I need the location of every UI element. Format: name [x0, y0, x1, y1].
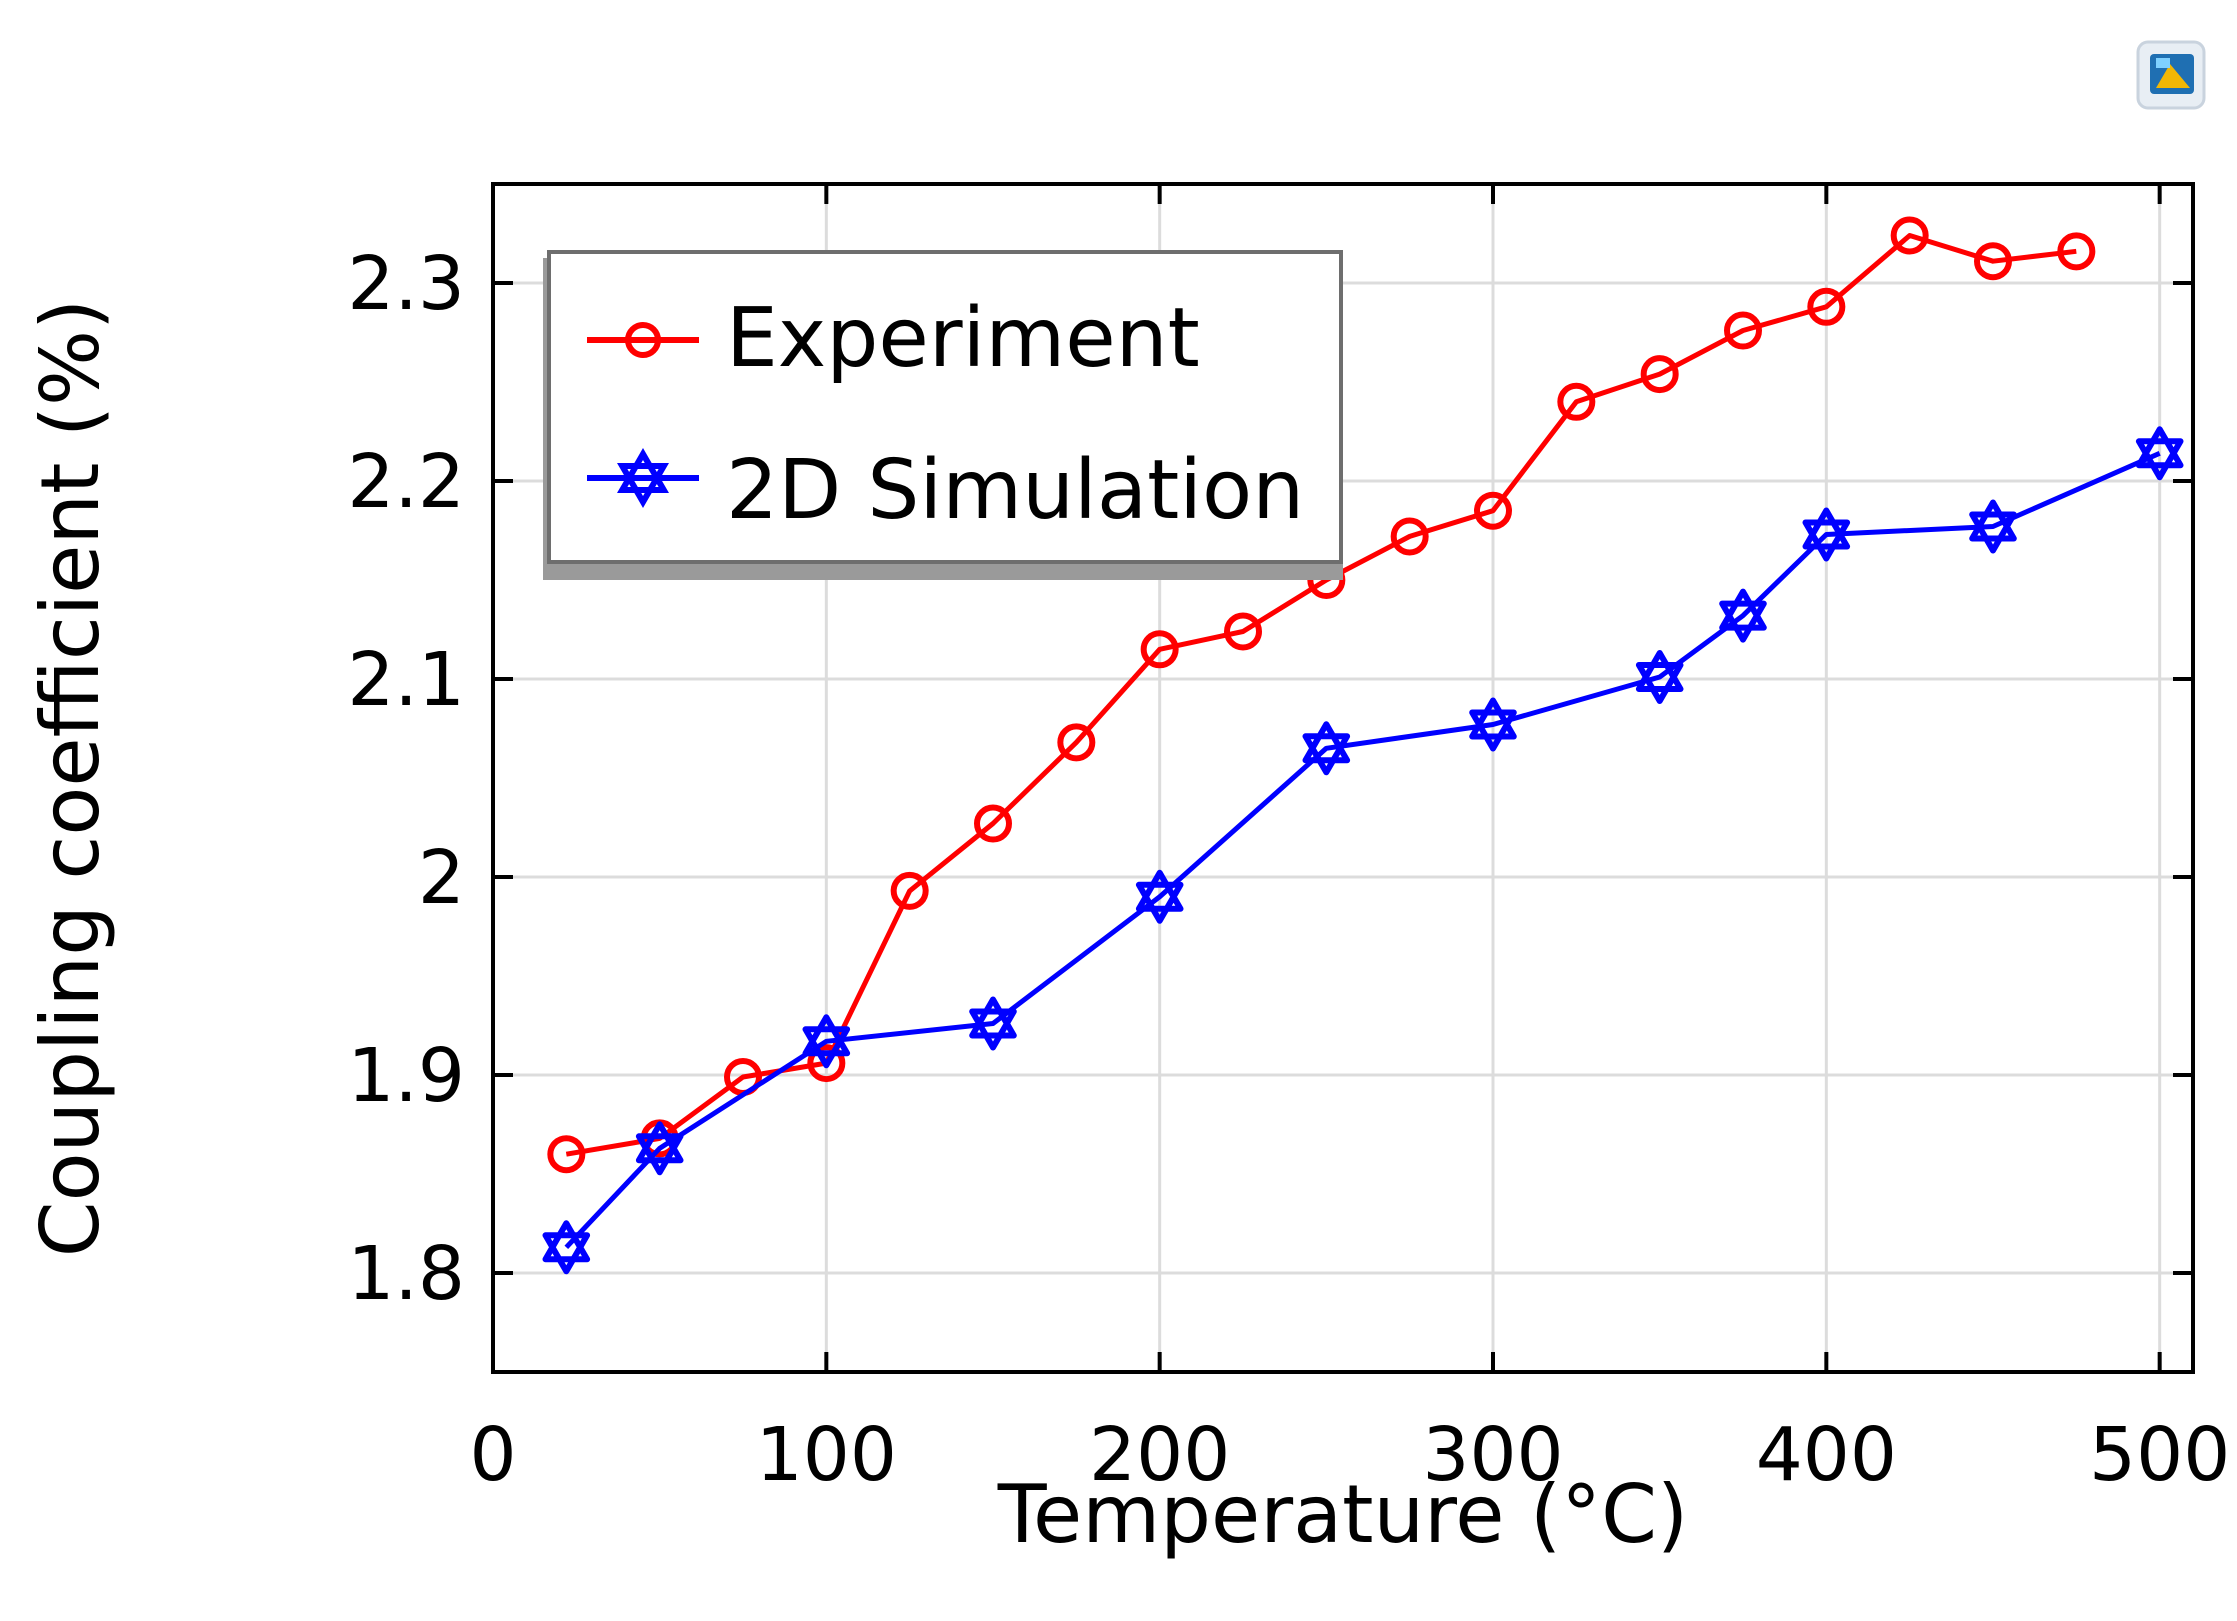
- y-tick-label: 1.9: [347, 1033, 465, 1119]
- axis-ticks: [491, 184, 2193, 1372]
- y-tick-label: 2.2: [347, 439, 465, 525]
- data-point-experiment: [1724, 311, 1762, 350]
- legend: Experiment 2D Simulation: [543, 250, 1343, 580]
- x-tick-labels: 0 100 200 300 400 500: [469, 1412, 2230, 1498]
- data-point-experiment: [1640, 355, 1679, 394]
- data-point-experiment: [974, 804, 1012, 843]
- data-point-2d-simulation: [969, 996, 1017, 1051]
- data-point-experiment: [890, 871, 929, 910]
- data-point-2d-simulation: [542, 1220, 591, 1275]
- x-axis-title: Temperature (°C): [997, 1468, 1688, 1561]
- data-point-experiment: [1474, 491, 1512, 530]
- data-point-experiment: [1057, 723, 1096, 762]
- x-tick-label: 400: [1756, 1412, 1897, 1498]
- data-point-experiment: [1224, 612, 1262, 651]
- y-tick-label: 2: [418, 835, 465, 921]
- data-point-2d-simulation: [802, 1014, 851, 1069]
- x-tick-label: 500: [2089, 1412, 2230, 1498]
- y-tick-label: 1.8: [347, 1231, 465, 1317]
- legend-marker-2d-simulation: [617, 448, 669, 508]
- legend-marker-experiment: [625, 322, 661, 358]
- data-point-2d-simulation: [2135, 426, 2184, 481]
- x-tick-label: 200: [1089, 1412, 1230, 1498]
- data-point-experiment: [547, 1135, 586, 1174]
- data-point-2d-simulation: [1302, 721, 1351, 776]
- data-point-experiment: [1974, 242, 2012, 281]
- legend-label-experiment: Experiment: [726, 291, 1200, 386]
- x-tick-label: 300: [1422, 1412, 1563, 1498]
- data-point-experiment: [1140, 630, 1179, 669]
- data-point-2d-simulation: [635, 1121, 684, 1176]
- data-point-experiment: [1890, 216, 1929, 255]
- data-point-experiment: [1390, 517, 1429, 556]
- data-point-experiment: [1557, 382, 1596, 421]
- data-point-2d-simulation: [1719, 588, 1767, 643]
- data-point-2d-simulation: [1135, 869, 1184, 924]
- data-point-2d-simulation: [1802, 507, 1851, 562]
- data-point-experiment: [2057, 232, 2096, 271]
- y-axis-title: Coupling coefficient (%): [24, 299, 117, 1258]
- y-tick-label: 2.1: [347, 637, 465, 723]
- x-tick-label: 0: [469, 1412, 516, 1498]
- app-logo-icon: [2136, 40, 2206, 110]
- data-point-2d-simulation: [1969, 499, 2017, 554]
- y-tick-labels: 1.8 1.9 2 2.1 2.2 2.3: [347, 241, 465, 1317]
- x-tick-label: 100: [756, 1412, 897, 1498]
- data-point-2d-simulation: [1635, 650, 1684, 704]
- data-point-2d-simulation: [1469, 697, 1517, 752]
- plot-area-frame: [491, 182, 2195, 1374]
- legend-label-2d-simulation: 2D Simulation: [726, 443, 1304, 538]
- data-point-experiment: [807, 1044, 846, 1083]
- data-point-experiment: [1807, 287, 1846, 326]
- y-tick-label: 2.3: [347, 241, 465, 327]
- series-line-2d-simulation: [564, 451, 2161, 1250]
